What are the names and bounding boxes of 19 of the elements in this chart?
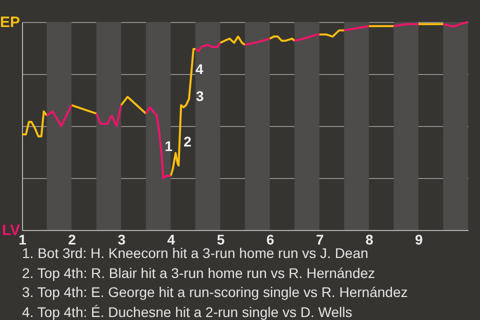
x-tick-label: 5 bbox=[216, 232, 225, 248]
x-tick-label: 9 bbox=[415, 232, 424, 248]
text: EP bbox=[0, 14, 20, 31]
annotation: 1 bbox=[164, 138, 173, 154]
annotation: 3 bbox=[196, 88, 204, 104]
x-tick-label: 6 bbox=[266, 232, 274, 248]
x-tick-label: 7 bbox=[316, 232, 324, 248]
text: 2. Top 4th: R. Blair hit a 3-run home run vs R. Hernández bbox=[22, 264, 376, 283]
text: 1. Bot 3rd: H. Kneecorn hit a 3-run home run vs J. Dean bbox=[22, 245, 370, 263]
x-tick-label: 2 bbox=[68, 232, 76, 248]
text: 4. Top 4th: É. Duchesne hit a 2-run single vs D. Wells bbox=[22, 302, 354, 320]
x-tick-label: 8 bbox=[365, 232, 374, 248]
x-tick-label: 3 bbox=[118, 232, 126, 248]
annotation: 4 bbox=[195, 60, 204, 77]
x-tick-label: 4 bbox=[167, 232, 176, 248]
text: LV bbox=[2, 222, 20, 239]
text: 3. Top 4th: E. George hit a run-scoring single vs R. Hernández bbox=[22, 283, 408, 302]
x-tick-label: 1 bbox=[18, 232, 27, 248]
annotation: 2 bbox=[184, 134, 192, 150]
